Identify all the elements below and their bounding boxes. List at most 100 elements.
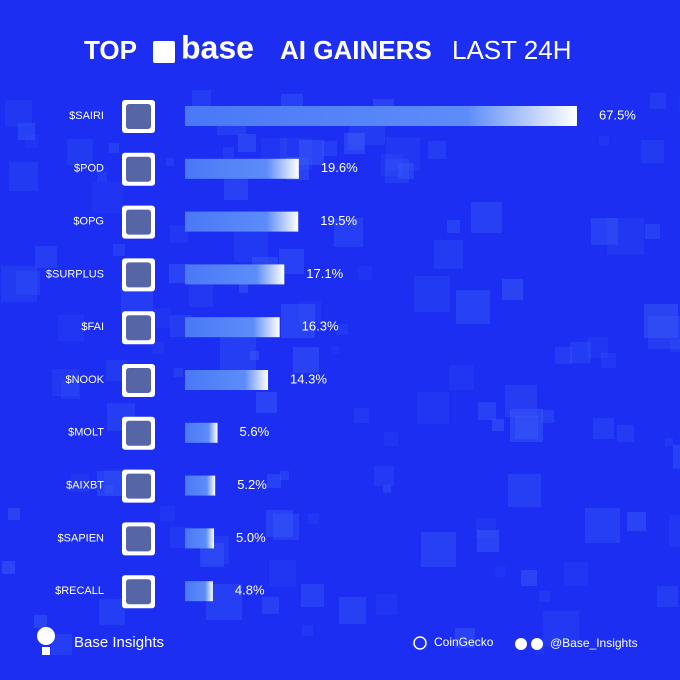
- bg-square: [302, 625, 313, 636]
- bg-square: [414, 276, 450, 312]
- bg-square: [223, 147, 234, 158]
- bg-square: [508, 474, 541, 507]
- bar: [185, 581, 213, 602]
- bg-square: [607, 218, 644, 255]
- bg-square: [151, 308, 171, 328]
- bg-square: [51, 634, 72, 655]
- bg-square: [52, 369, 79, 396]
- title-top: TOP: [84, 35, 137, 65]
- bg-square: [641, 140, 664, 163]
- bg-square: [354, 408, 369, 423]
- token-icon-inner: [126, 315, 151, 341]
- category-label: $POD: [74, 163, 104, 175]
- title-brand: base: [181, 29, 254, 65]
- bg-square: [9, 162, 38, 191]
- bg-square: [456, 290, 490, 324]
- bg-square: [2, 561, 15, 574]
- bg-square: [535, 645, 544, 654]
- bg-square: [16, 271, 40, 295]
- value-label: 17.1%: [306, 266, 343, 281]
- footer-source: CoinGecko: [434, 635, 494, 649]
- value-label: 5.2%: [237, 477, 267, 492]
- bar: [185, 370, 269, 390]
- bg-square: [428, 141, 446, 159]
- brand-logo-base: [42, 647, 50, 655]
- bg-square: [189, 283, 213, 307]
- bg-square: [71, 474, 89, 492]
- bg-square: [477, 530, 499, 552]
- bg-square: [657, 586, 678, 607]
- bg-square: [334, 218, 363, 247]
- bar: [185, 528, 215, 549]
- value-label: 16.3%: [302, 319, 339, 334]
- category-label: $RECALL: [55, 585, 104, 597]
- bg-square: [627, 512, 646, 531]
- bg-square: [381, 154, 403, 176]
- footer: Base Insights CoinGecko @Base_Insights: [37, 627, 638, 655]
- bg-square: [376, 594, 397, 615]
- bg-square: [99, 599, 125, 625]
- token-icon-inner: [126, 209, 151, 235]
- value-label: 19.6%: [321, 160, 358, 175]
- bar: [185, 264, 285, 285]
- bg-square: [97, 172, 107, 182]
- bg-square: [384, 432, 398, 446]
- token-icon-inner: [126, 156, 151, 182]
- bg-square: [34, 615, 47, 628]
- bg-square: [269, 560, 296, 587]
- bg-square: [385, 159, 409, 183]
- bg-square: [105, 485, 113, 493]
- bg-square: [539, 591, 550, 602]
- bg-square: [344, 133, 365, 154]
- bg-square: [669, 515, 680, 547]
- token-icon-inner: [126, 420, 151, 446]
- bg-square: [476, 518, 496, 538]
- bg-square: [521, 570, 537, 586]
- bg-square: [152, 342, 164, 354]
- bg-square: [322, 141, 337, 156]
- bg-square: [587, 337, 608, 358]
- bg-square: [331, 346, 339, 354]
- bg-square: [267, 474, 281, 488]
- bg-square: [398, 163, 414, 179]
- bg-square: [239, 284, 248, 293]
- bg-square: [113, 244, 125, 256]
- bg-square: [170, 225, 188, 243]
- globe-icon: [413, 636, 427, 650]
- bg-square: [492, 419, 504, 431]
- bg-square: [8, 508, 20, 520]
- x-icon: [515, 638, 527, 650]
- bg-square: [449, 365, 474, 390]
- bg-square: [25, 135, 38, 148]
- bg-square: [502, 279, 523, 300]
- bg-square: [58, 315, 84, 341]
- bg-square: [495, 566, 506, 577]
- footer-brand: Base Insights: [74, 634, 164, 651]
- title-main: AI GAINERS: [280, 35, 432, 65]
- bg-square: [645, 224, 660, 239]
- bg-square: [35, 246, 57, 268]
- bg-square: [18, 123, 35, 140]
- bg-square: [339, 597, 366, 624]
- token-icon-inner: [126, 104, 151, 129]
- bg-square: [273, 514, 299, 540]
- token-icon-inner: [126, 473, 151, 499]
- value-label: 67.5%: [599, 107, 636, 122]
- category-label: $OPG: [73, 216, 104, 228]
- bg-square: [543, 611, 579, 647]
- value-label: 4.8%: [235, 583, 265, 598]
- bg-square: [650, 93, 666, 109]
- value-label: 5.6%: [240, 424, 270, 439]
- bar: [185, 106, 577, 126]
- bg-square: [515, 416, 538, 439]
- bg-square: [564, 562, 588, 586]
- bg-square: [386, 137, 420, 171]
- bar: [185, 422, 218, 443]
- bg-square: [665, 438, 673, 446]
- category-label: $SURPLUS: [46, 268, 104, 280]
- category-label: $SAIRI: [69, 110, 104, 122]
- bg-square: [648, 316, 680, 349]
- bg-square: [308, 513, 319, 524]
- title-period: LAST 24H: [452, 35, 571, 65]
